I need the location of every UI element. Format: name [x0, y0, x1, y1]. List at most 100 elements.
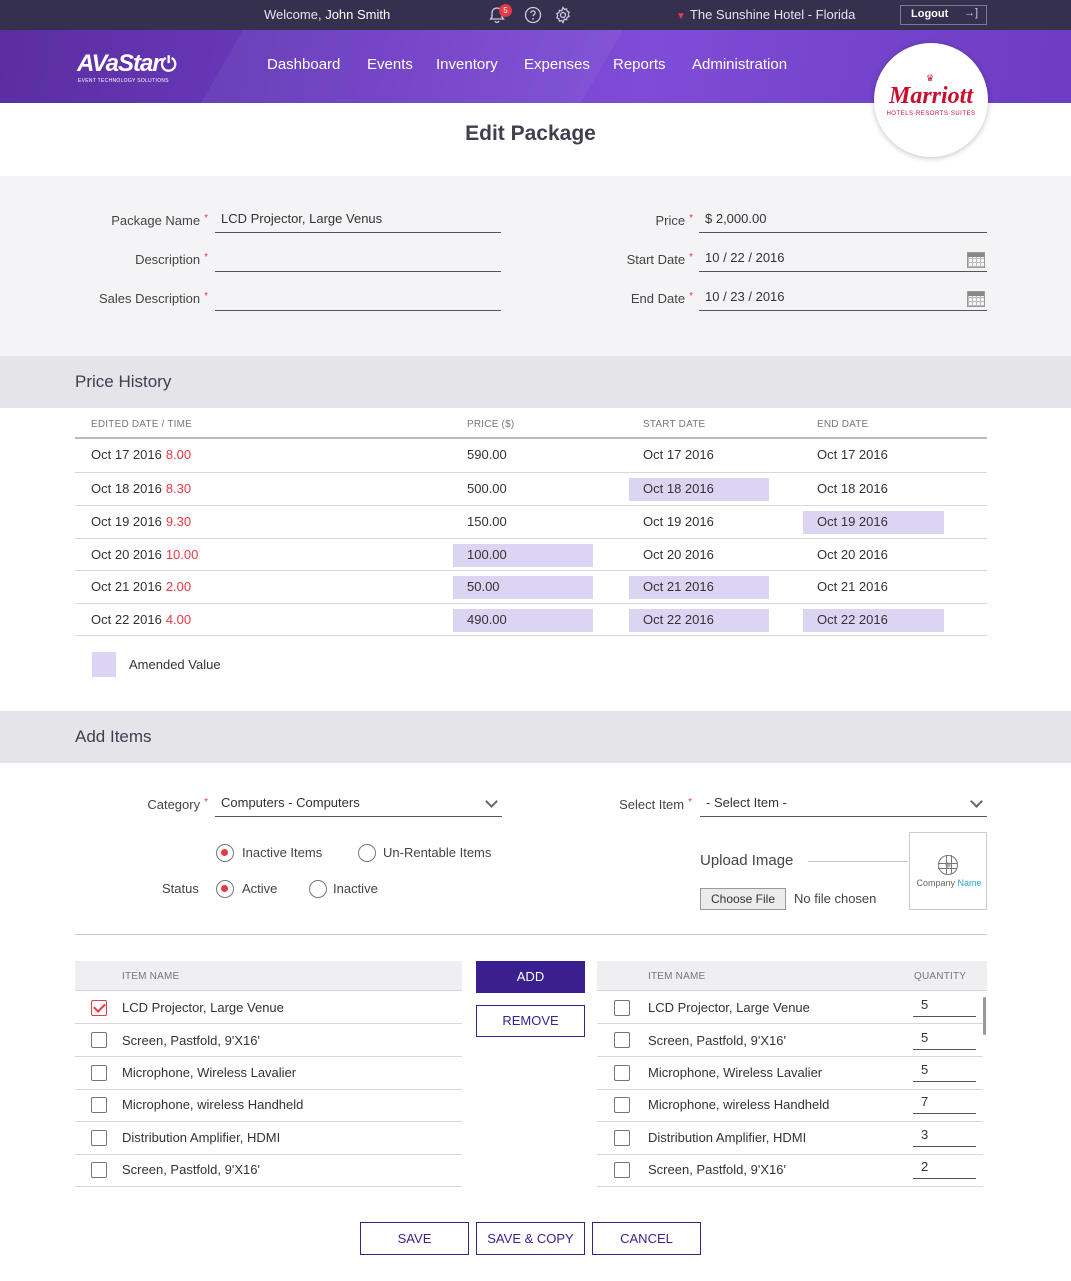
app-logo[interactable]: AVaStar⏻ EVENT TECHNOLOGY SOLUTIONS	[77, 50, 177, 84]
nav-dashboard[interactable]: Dashboard	[267, 56, 341, 73]
nav-expenses[interactable]: Expenses	[524, 56, 590, 73]
edited-date-cell: Oct 17 2016 8.00	[91, 447, 192, 462]
item-checkbox[interactable]	[91, 1065, 107, 1081]
sales-description-input[interactable]	[215, 289, 501, 311]
brand-logo: ♛ Marriott HOTELS·RESORTS·SUITES	[874, 43, 988, 157]
legend-swatch	[92, 652, 116, 677]
item-checkbox[interactable]	[91, 1000, 107, 1016]
page-title: Edit Package	[465, 122, 596, 145]
end-date-cell: Oct 22 2016	[817, 612, 888, 627]
list-item[interactable]: Screen, Pastfold, 9'X16'	[75, 1154, 462, 1187]
item-checkbox[interactable]	[614, 1130, 630, 1146]
chevron-down-icon	[970, 795, 983, 808]
col-start-date: START DATE	[643, 419, 706, 430]
file-status: No file chosen	[794, 891, 877, 906]
item-name: Screen, Pastfold, 9'X16'	[648, 1162, 786, 1177]
user-name[interactable]: John Smith	[325, 7, 391, 22]
price-cell: 500.00	[467, 481, 507, 496]
start-date-cell: Oct 21 2016	[643, 579, 714, 594]
list-item[interactable]: Distribution Amplifier, HDMI 3	[597, 1122, 983, 1155]
item-checkbox[interactable]	[91, 1162, 107, 1178]
item-checkbox[interactable]	[91, 1130, 107, 1146]
quantity-input[interactable]: 5	[913, 1062, 976, 1082]
list-item[interactable]: LCD Projector, Large Venue 5	[597, 991, 983, 1024]
nav-events[interactable]: Events	[367, 56, 413, 73]
category-value: Computers - Computers	[221, 795, 360, 810]
logout-icon: →]	[963, 7, 978, 19]
price-input[interactable]: $ 2,000.00	[699, 211, 987, 233]
price-label: Price *	[655, 213, 693, 228]
item-name-header: ITEM NAME	[122, 971, 180, 982]
save-button[interactable]: SAVE	[360, 1222, 469, 1255]
list-item[interactable]: LCD Projector, Large Venue	[75, 991, 462, 1024]
list-item[interactable]: Microphone, Wireless Lavalier	[75, 1057, 462, 1090]
item-name: Distribution Amplifier, HDMI	[122, 1130, 281, 1145]
item-name: LCD Projector, Large Venue	[648, 1000, 810, 1015]
quantity-input[interactable]: 2	[913, 1159, 976, 1179]
choose-file-button[interactable]: Choose File	[700, 888, 786, 910]
price-cell: 590.00	[467, 447, 507, 462]
nav-inventory[interactable]: Inventory	[436, 56, 498, 73]
sales-description-label: Sales Description *	[98, 291, 208, 306]
help-icon[interactable]	[524, 6, 542, 24]
scrollbar[interactable]	[983, 997, 986, 1035]
top-bar: Welcome, John Smith 5 ▼ The Sunshine Hote…	[0, 0, 1071, 30]
item-checkbox[interactable]	[91, 1032, 107, 1048]
package-name-input[interactable]: LCD Projector, Large Venus	[215, 211, 501, 233]
end-date-input[interactable]: 10 / 23 / 2016	[699, 289, 987, 311]
item-checkbox[interactable]	[614, 1097, 630, 1113]
quantity-input[interactable]: 5	[913, 1030, 976, 1050]
end-date-cell: Oct 19 2016	[817, 514, 888, 529]
item-checkbox[interactable]	[614, 1065, 630, 1081]
status-inactive-radio[interactable]	[309, 880, 327, 898]
remove-button[interactable]: REMOVE	[476, 1005, 585, 1037]
list-item[interactable]: Distribution Amplifier, HDMI	[75, 1122, 462, 1155]
nav-reports[interactable]: Reports	[613, 56, 666, 73]
gear-icon[interactable]	[554, 6, 572, 24]
save-copy-button[interactable]: SAVE & COPY	[476, 1222, 585, 1255]
category-select[interactable]: Computers - Computers	[215, 795, 502, 817]
quantity-input[interactable]: 3	[913, 1127, 976, 1147]
end-date-cell: Oct 20 2016	[817, 547, 888, 562]
calendar-icon[interactable]	[967, 291, 985, 307]
start-date-input[interactable]: 10 / 22 / 2016	[699, 250, 987, 272]
upload-divider	[808, 861, 908, 862]
brand-crest-icon: ♛	[926, 73, 935, 83]
select-item-label: Select Item *	[619, 797, 692, 812]
list-item[interactable]: Screen, Pastfold, 9'X16'	[75, 1024, 462, 1057]
quantity-input[interactable]: 7	[913, 1094, 976, 1114]
hotel-selector[interactable]: ▼ The Sunshine Hotel - Florida	[676, 7, 855, 22]
quantity-input[interactable]: 5	[913, 997, 976, 1017]
item-checkbox[interactable]	[614, 1032, 630, 1048]
item-name-header: ITEM NAME	[648, 971, 706, 982]
item-checkbox[interactable]	[91, 1097, 107, 1113]
item-name: Screen, Pastfold, 9'X16'	[122, 1033, 260, 1048]
chevron-down-icon	[485, 795, 498, 808]
unrentable-items-radio[interactable]	[358, 844, 376, 862]
section-divider	[75, 934, 987, 935]
item-name: Screen, Pastfold, 9'X16'	[122, 1162, 260, 1177]
item-checkbox[interactable]	[614, 1162, 630, 1178]
nav-administration[interactable]: Administration	[692, 56, 788, 73]
description-input[interactable]	[215, 250, 501, 272]
logo-tagline: EVENT TECHNOLOGY SOLUTIONS	[78, 78, 169, 84]
add-button[interactable]: ADD	[476, 961, 585, 993]
status-inactive-label: Inactive	[333, 881, 378, 896]
end-date-label: End Date *	[630, 291, 693, 306]
calendar-icon[interactable]	[967, 252, 985, 268]
list-item[interactable]: Screen, Pastfold, 9'X16' 2	[597, 1154, 983, 1187]
logout-button[interactable]: Logout →]	[900, 5, 987, 25]
status-label: Status	[162, 881, 199, 896]
welcome-text: Welcome, John Smith	[264, 7, 391, 22]
list-item[interactable]: Screen, Pastfold, 9'X16' 5	[597, 1024, 983, 1057]
end-date-cell: Oct 18 2016	[817, 481, 888, 496]
inactive-items-radio[interactable]	[216, 844, 234, 862]
item-checkbox[interactable]	[614, 1000, 630, 1016]
list-item[interactable]: Microphone, Wireless Lavalier 5	[597, 1057, 983, 1090]
select-item-dropdown[interactable]: - Select Item -	[700, 795, 987, 817]
start-date-cell: Oct 18 2016	[643, 481, 714, 496]
list-item[interactable]: Microphone, wireless Handheld	[75, 1089, 462, 1122]
status-active-radio[interactable]	[216, 880, 234, 898]
cancel-button[interactable]: CANCEL	[592, 1222, 701, 1255]
list-item[interactable]: Microphone, wireless Handheld 7	[597, 1089, 983, 1122]
